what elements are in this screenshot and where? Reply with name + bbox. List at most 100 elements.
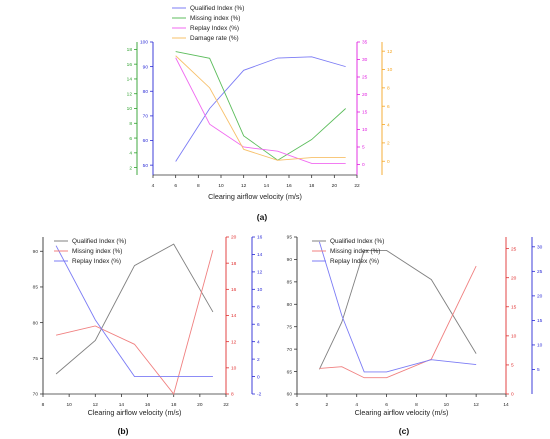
series-line-2 [55, 245, 213, 378]
y-tick-label-green: 6 [129, 136, 132, 142]
x-tick-label: 14 [503, 402, 509, 408]
y-tick-label-red: 0 [511, 392, 514, 398]
y-tick-label-red: 20 [231, 235, 237, 241]
x-tick-label: 18 [309, 183, 315, 189]
y-tick-label-orange: 8 [387, 86, 390, 92]
y-tick-label-blue: 12 [257, 270, 263, 276]
series-line-2 [175, 57, 346, 164]
x-axis-title: Clearing airflow velocity (m/s) [88, 408, 182, 417]
y-tick-label-green: 12 [127, 91, 133, 97]
x-tick-label: 14 [264, 183, 270, 189]
x-tick-label: 16 [286, 183, 292, 189]
series-line-1 [175, 51, 346, 161]
x-tick-label: 8 [42, 402, 45, 408]
series-line-0 [55, 243, 214, 375]
y-tick-label-magenta: 35 [362, 40, 368, 46]
y-tick-label-green: 8 [129, 121, 132, 127]
y-tick-label-blue: 14 [257, 252, 263, 258]
x-tick-label: 10 [66, 402, 72, 408]
y-tick-label-blue: 90 [143, 64, 149, 70]
y-tick-label-blue: 60 [143, 138, 149, 144]
y-tick-label-blue: 10 [537, 343, 543, 349]
x-tick-label: 22 [354, 183, 360, 189]
y-tick-label-left: 60 [287, 392, 293, 398]
x-tick-label: 8 [197, 183, 200, 189]
y-tick-label-green: 10 [127, 106, 133, 112]
y-tick-label-left: 75 [33, 356, 39, 362]
x-tick-label: 6 [385, 402, 388, 408]
x-tick-label: 2 [326, 402, 329, 408]
y-tick-label-left: 85 [33, 285, 39, 291]
x-axis-title: Clearing airflow velocity (m/s) [208, 192, 302, 201]
y-tick-label-blue: 20 [537, 294, 543, 300]
y-tick-label-blue: 25 [537, 269, 543, 275]
y-tick-label-magenta: 15 [362, 110, 368, 116]
series-line-1 [319, 265, 477, 379]
y-tick-label-green: 16 [127, 62, 133, 68]
x-tick-label: 12 [241, 183, 247, 189]
y-tick-label-green: 14 [127, 77, 133, 83]
chart-panel-b: 8 10 12 14 16 18 20 22 Clearing airflow velocity… [33, 235, 263, 436]
legend-label-0: Qualified Index (%) [72, 238, 126, 245]
x-tick-label: 8 [415, 402, 418, 408]
x-tick-label: 18 [171, 402, 177, 408]
y-tick-label-blue: 70 [143, 114, 149, 120]
y-tick-label-red: 20 [511, 275, 517, 281]
y-tick-label-blue: 15 [537, 318, 543, 324]
y-tick-label-orange: 10 [387, 67, 393, 73]
series-line-0 [175, 56, 346, 162]
series-line-0 [318, 250, 477, 370]
x-tick-label: 22 [223, 402, 229, 408]
y-tick-label-green: 18 [127, 47, 133, 53]
legend-label-2: Replay Index (%) [330, 258, 379, 265]
y-tick-label-blue: 30 [537, 245, 543, 251]
y-tick-label-red: 15 [511, 304, 517, 310]
y-tick-label-blue: 4 [257, 339, 260, 345]
y-tick-label-orange: 12 [387, 49, 393, 55]
y-tick-label-left: 90 [287, 257, 293, 263]
y-tick-label-left: 80 [287, 302, 293, 308]
y-tick-label-left: 70 [33, 392, 39, 398]
y-tick-label-blue: 80 [143, 89, 149, 95]
y-tick-label-red: 14 [231, 313, 237, 319]
x-tick-label: 10 [218, 183, 224, 189]
series-line-3 [175, 55, 346, 161]
y-tick-label-green: 2 [129, 165, 132, 171]
y-tick-label-red: 5 [511, 363, 514, 369]
y-tick-label-red: 10 [231, 366, 237, 372]
y-tick-label-blue: 2 [257, 357, 260, 363]
y-tick-label-magenta: 20 [362, 92, 368, 98]
y-tick-label-left: 65 [287, 369, 293, 375]
y-tick-label-red: 12 [231, 339, 237, 345]
panel-caption: (c) [399, 426, 410, 436]
y-tick-label-left: 70 [287, 347, 293, 353]
y-tick-label-magenta: 30 [362, 57, 368, 63]
x-tick-label: 0 [296, 402, 299, 408]
y-tick-label-blue: 100 [140, 40, 148, 46]
y-tick-label-blue: 16 [257, 235, 263, 241]
y-tick-label-orange: 4 [387, 122, 390, 128]
panel-caption: (a) [257, 212, 268, 222]
series-line-1 [55, 249, 214, 395]
legend-label-3: Damage rate (%) [190, 35, 239, 42]
y-tick-label-left: 85 [287, 280, 293, 286]
chart-panel-c: 0 2 4 6 8 10 12 14 Clearing airflow velocity (m/… [287, 235, 543, 436]
x-tick-label: 12 [473, 402, 479, 408]
y-tick-label-blue: -2 [257, 392, 262, 398]
x-tick-label: 10 [444, 402, 450, 408]
y-tick-label-red: 8 [231, 392, 234, 398]
x-tick-label: 6 [174, 183, 177, 189]
y-tick-label-red: 18 [231, 261, 237, 267]
y-tick-label-magenta: 0 [362, 162, 365, 168]
x-tick-label: 20 [197, 402, 203, 408]
y-tick-label-left: 90 [33, 249, 39, 255]
y-tick-label-blue: 5 [537, 367, 540, 373]
x-tick-label: 20 [332, 183, 338, 189]
y-tick-label-left: 80 [33, 320, 39, 326]
y-tick-label-left: 75 [287, 324, 293, 330]
y-tick-label-blue: 10 [257, 287, 263, 293]
x-axis-title: Clearing airflow velocity (m/s) [355, 408, 449, 417]
y-tick-label-magenta: 10 [362, 127, 368, 133]
